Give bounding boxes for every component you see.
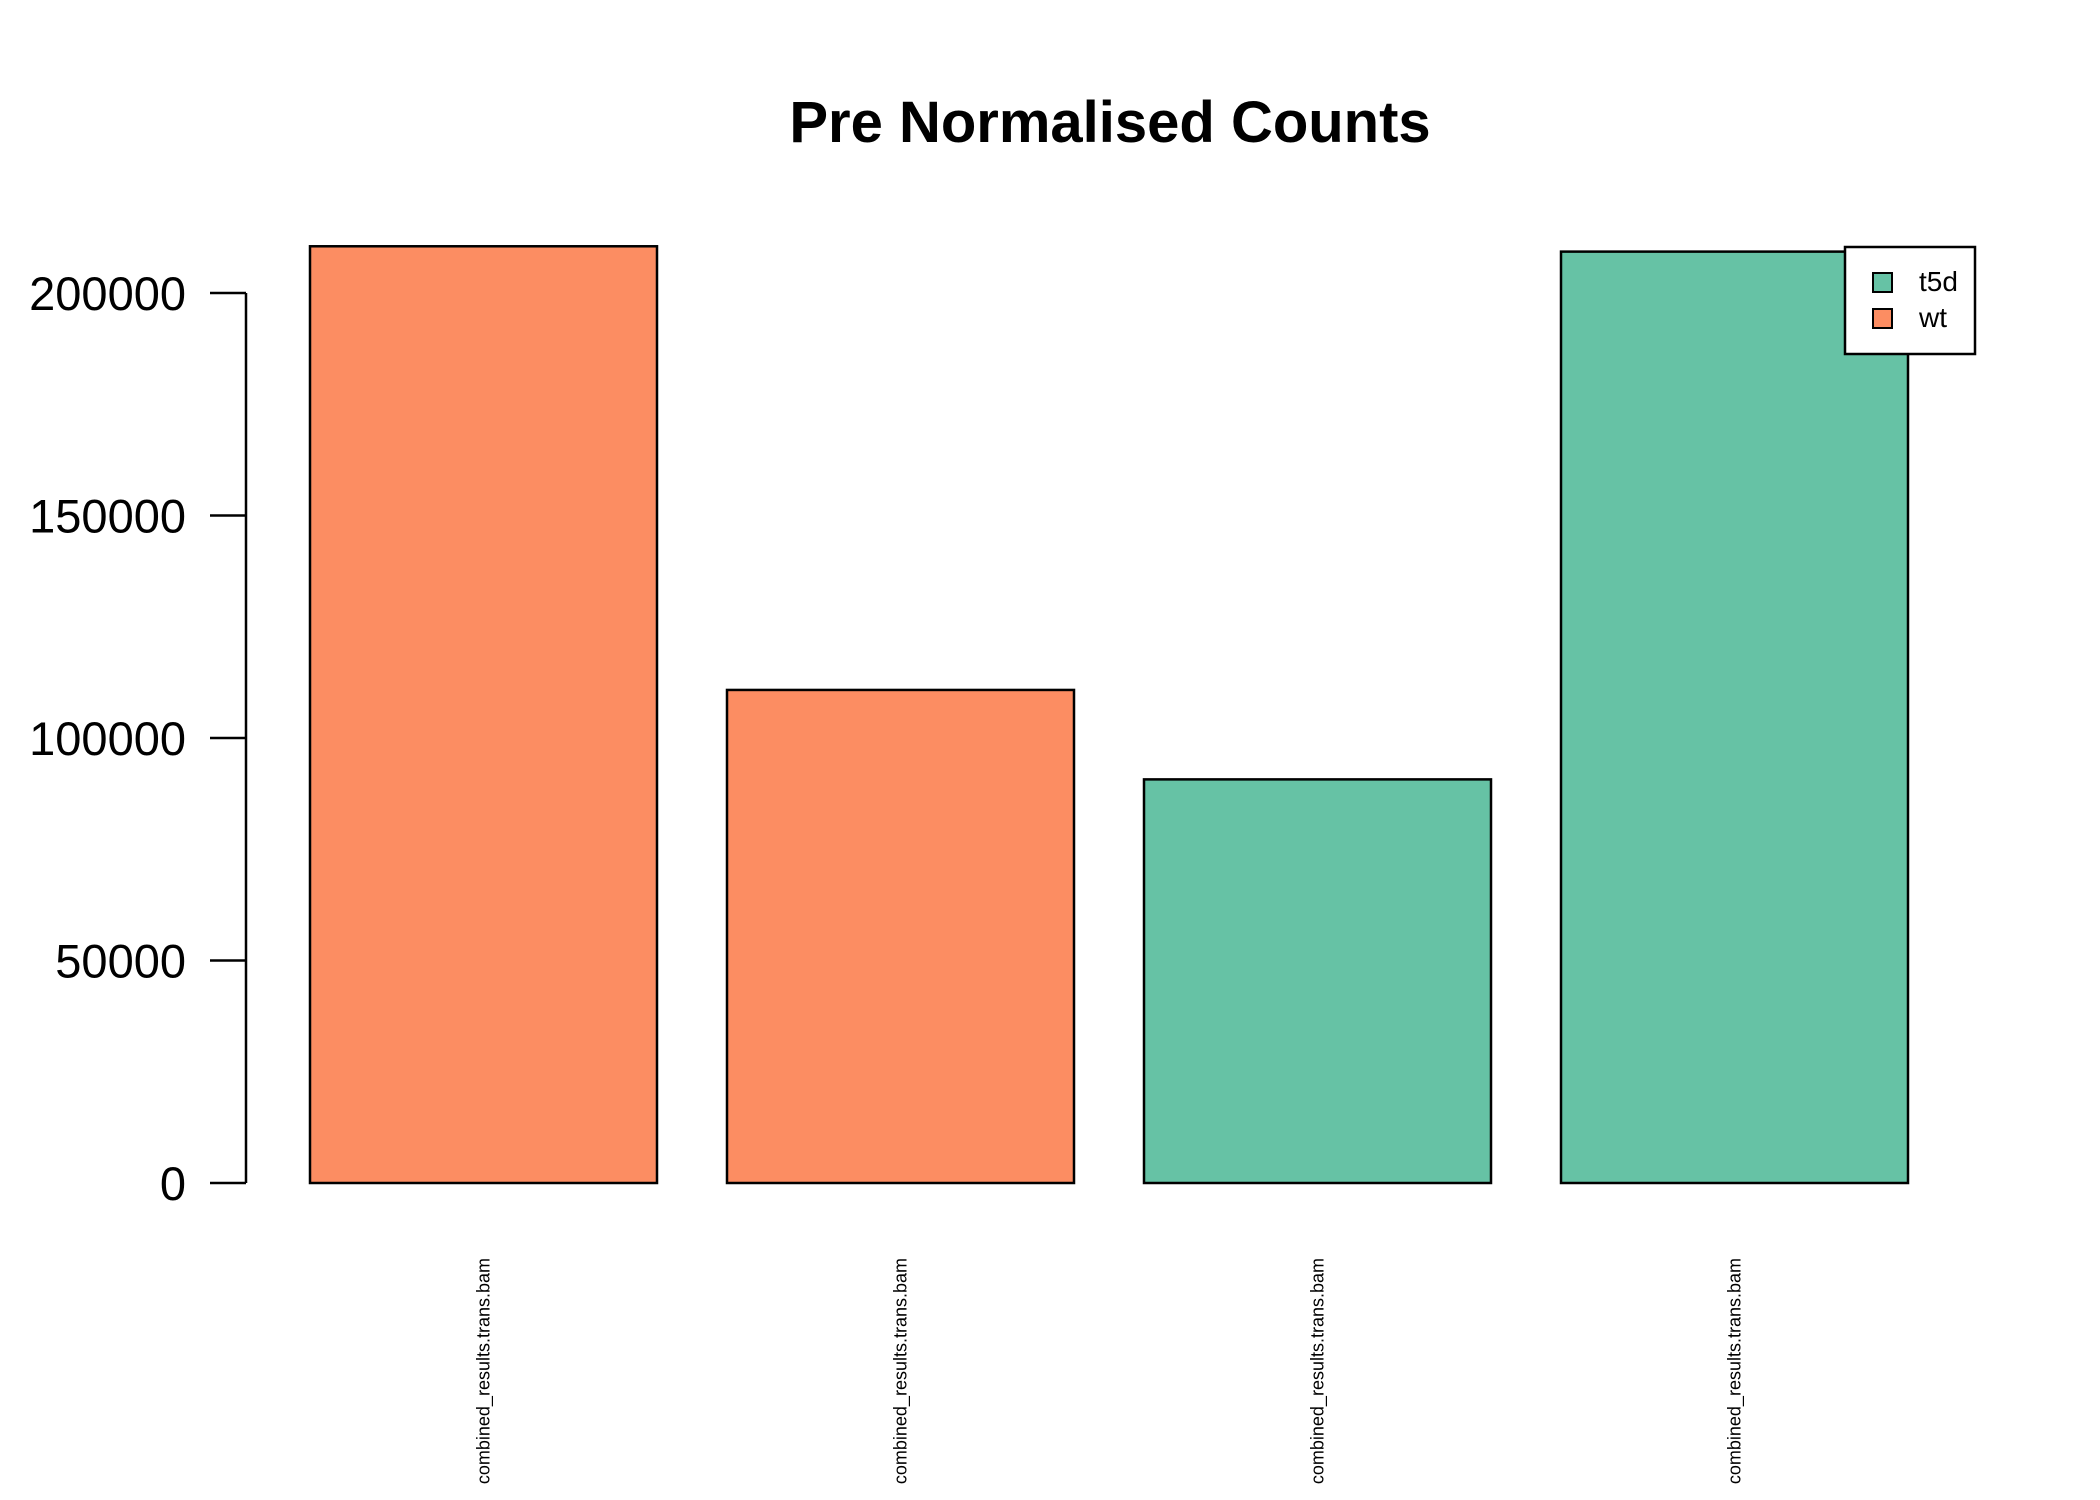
x-axis-labels: combined_results.trans.bam combined_resul… [474, 1258, 1746, 1484]
x-tick-label: combined_results.trans.bam [1308, 1258, 1329, 1484]
legend-label-wt: wt [1918, 302, 1947, 333]
bars [308, 245, 1910, 1185]
x-tick-label: combined_results.trans.bam [474, 1258, 495, 1484]
legend-label-t5d: t5d [1919, 266, 1958, 297]
bar-t5d [1142, 778, 1493, 1185]
chart-title: Pre Normalised Counts [789, 90, 1430, 155]
y-tick-label: 100000 [29, 712, 186, 765]
bar-wt [725, 688, 1076, 1185]
y-axis: 0 50000 100000 150000 200000 [29, 267, 248, 1210]
y-tick-label: 200000 [29, 267, 186, 320]
y-tick-label: 50000 [55, 935, 186, 988]
legend: t5d wt [1843, 245, 1977, 356]
y-tick-label: 150000 [29, 490, 186, 543]
x-tick-label: combined_results.trans.bam [891, 1258, 912, 1484]
legend-swatch-t5d [1872, 272, 1893, 293]
legend-box [1843, 245, 1977, 356]
y-tick-label: 0 [160, 1157, 186, 1210]
bar-wt [308, 245, 659, 1185]
legend-swatch-wt [1872, 308, 1893, 329]
x-tick-label: combined_results.trans.bam [1725, 1258, 1746, 1484]
bar-t5d [1559, 250, 1910, 1185]
